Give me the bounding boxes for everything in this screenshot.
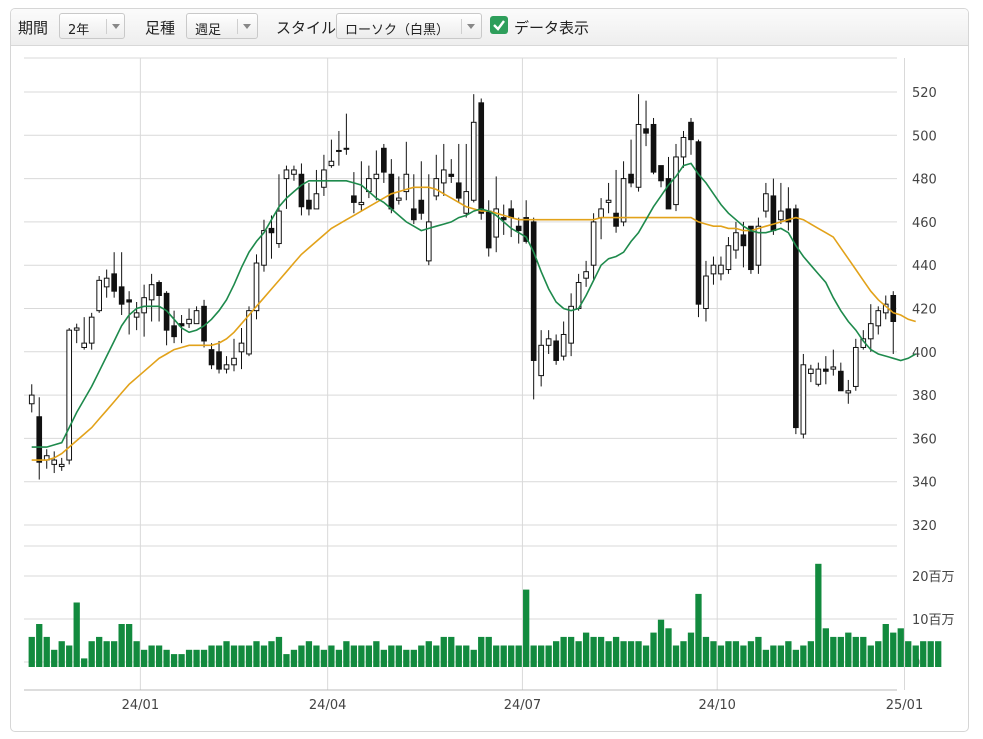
toolbar: 期間 2年 足種 週足 スタイル ローソク（白黒） データ表示 bbox=[11, 9, 968, 46]
show-data-checkbox[interactable] bbox=[490, 16, 508, 34]
period-label: 期間 bbox=[18, 19, 49, 37]
period-select-value: 2年 bbox=[68, 23, 90, 38]
show-data-label[interactable]: データ表示 bbox=[514, 19, 590, 37]
style-label: スタイル bbox=[276, 19, 337, 37]
chevron-down-icon bbox=[467, 24, 475, 29]
chart-widget: 期間 2年 足種 週足 スタイル ローソク（白黒） データ表示 bbox=[10, 8, 969, 732]
select-divider bbox=[106, 19, 107, 34]
interval-label: 足種 bbox=[145, 19, 176, 37]
style-select-value: ローソク（白黒） bbox=[345, 23, 450, 38]
chevron-down-icon bbox=[243, 24, 251, 29]
interval-select-value: 週足 bbox=[195, 23, 222, 38]
checkmark-icon bbox=[493, 20, 505, 31]
style-select[interactable]: ローソク（白黒） bbox=[336, 13, 482, 39]
interval-select[interactable]: 週足 bbox=[186, 13, 258, 39]
select-divider bbox=[461, 19, 462, 34]
select-divider bbox=[237, 19, 238, 34]
period-select[interactable]: 2年 bbox=[59, 13, 125, 39]
chevron-down-icon bbox=[112, 24, 120, 29]
